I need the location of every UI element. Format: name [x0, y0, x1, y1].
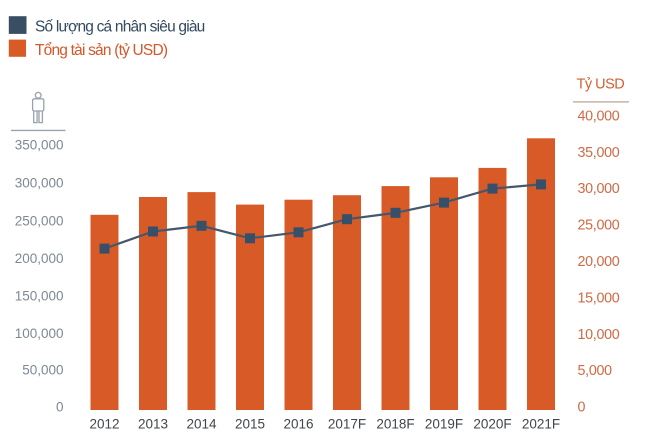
- svg-text:2021F: 2021F: [522, 416, 560, 431]
- svg-text:10,000: 10,000: [578, 327, 620, 343]
- svg-text:Tổng tài sản (tỷ USD): Tổng tài sản (tỷ USD): [35, 42, 168, 59]
- svg-text:2017F: 2017F: [328, 416, 366, 431]
- svg-text:2018F: 2018F: [376, 416, 414, 431]
- svg-text:0: 0: [578, 400, 586, 416]
- svg-text:2015: 2015: [235, 416, 265, 431]
- svg-text:350,000: 350,000: [15, 137, 64, 152]
- svg-text:40,000: 40,000: [578, 108, 620, 124]
- svg-text:30,000: 30,000: [578, 181, 620, 197]
- svg-text:300,000: 300,000: [15, 176, 64, 191]
- svg-text:2013: 2013: [138, 416, 168, 431]
- svg-text:25,000: 25,000: [578, 218, 620, 234]
- svg-text:2020F: 2020F: [473, 416, 511, 431]
- svg-text:2019F: 2019F: [425, 416, 463, 431]
- svg-text:2012: 2012: [89, 416, 119, 431]
- svg-text:Tỷ USD: Tỷ USD: [577, 77, 625, 93]
- svg-text:5,000: 5,000: [578, 363, 613, 379]
- svg-text:Số lượng cá nhân siêu giàu: Số lượng cá nhân siêu giàu: [35, 19, 205, 36]
- svg-text:15,000: 15,000: [578, 290, 620, 306]
- svg-text:35,000: 35,000: [578, 145, 620, 161]
- svg-text:50,000: 50,000: [22, 362, 63, 377]
- svg-text:2016: 2016: [283, 416, 313, 431]
- svg-text:200,000: 200,000: [15, 251, 64, 266]
- svg-text:250,000: 250,000: [15, 214, 64, 229]
- svg-text:150,000: 150,000: [15, 289, 64, 304]
- svg-text:2014: 2014: [186, 416, 217, 431]
- svg-text:100,000: 100,000: [15, 326, 64, 341]
- svg-text:20,000: 20,000: [578, 254, 620, 270]
- svg-text:0: 0: [56, 399, 64, 414]
